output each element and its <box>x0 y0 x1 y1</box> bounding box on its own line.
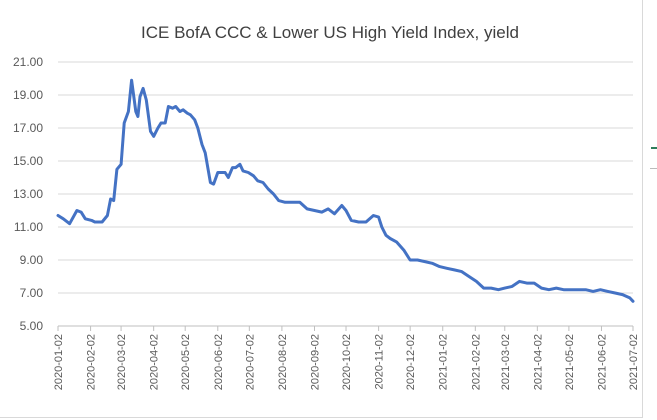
y-tick-label: 9.00 <box>20 253 44 267</box>
y-tick-label: 21.00 <box>13 55 43 69</box>
x-tick-label: 2020-02-02 <box>86 334 98 390</box>
x-tick-label: 2021-01-02 <box>438 334 450 390</box>
y-tick-label: 17.00 <box>13 121 43 135</box>
chart-frame <box>0 0 643 418</box>
x-tick-label: 2020-05-02 <box>180 334 192 390</box>
y-tick-label: 19.00 <box>13 88 43 102</box>
y-tick-label: 11.00 <box>14 220 43 234</box>
window-edge-tick <box>650 168 657 169</box>
x-tick-label: 2021-04-02 <box>532 334 544 390</box>
x-tick-label: 2021-06-02 <box>596 334 608 390</box>
y-tick-label: 15.00 <box>13 154 43 168</box>
x-tick-label: 2020-12-02 <box>405 334 417 390</box>
x-tick-label: 2020-10-02 <box>341 334 353 390</box>
x-tick-label: 2020-11-02 <box>374 334 386 389</box>
x-tick-label: 2020-08-02 <box>277 334 289 390</box>
x-tick-label: 2020-01-02 <box>53 334 65 390</box>
x-tick-label: 2020-06-02 <box>213 334 225 390</box>
y-tick-label: 5.00 <box>20 319 44 333</box>
gridlines <box>58 61 633 294</box>
series-group <box>56 78 635 303</box>
chart-title: ICE BofA CCC & Lower US High Yield Index… <box>141 23 519 42</box>
y-tick-label: 13.00 <box>13 187 43 201</box>
x-tick-label: 2021-02-02 <box>470 334 482 390</box>
y-tick-label: 7.00 <box>20 286 44 300</box>
x-tick-label: 2021-07-02 <box>628 334 640 390</box>
x-tick-label: 2020-09-02 <box>309 334 321 390</box>
x-tick-label: 2021-05-02 <box>564 334 576 390</box>
x-tick-label: 2020-03-02 <box>116 334 128 390</box>
window-edge-marker <box>651 147 657 149</box>
y-axis: 5.00 7.00 9.00 11.00 13.00 15.00 17.00 19.00 21.… <box>13 55 43 333</box>
series-line <box>56 78 635 303</box>
x-tick-label: 2020-04-02 <box>149 334 161 390</box>
x-tick-label: 2021-03-02 <box>500 334 512 390</box>
x-tick-label: 2020-07-02 <box>244 334 256 390</box>
x-axis: 2020-01-02 2020-02-02 2020-03-02 2020-04-02… <box>53 325 640 390</box>
